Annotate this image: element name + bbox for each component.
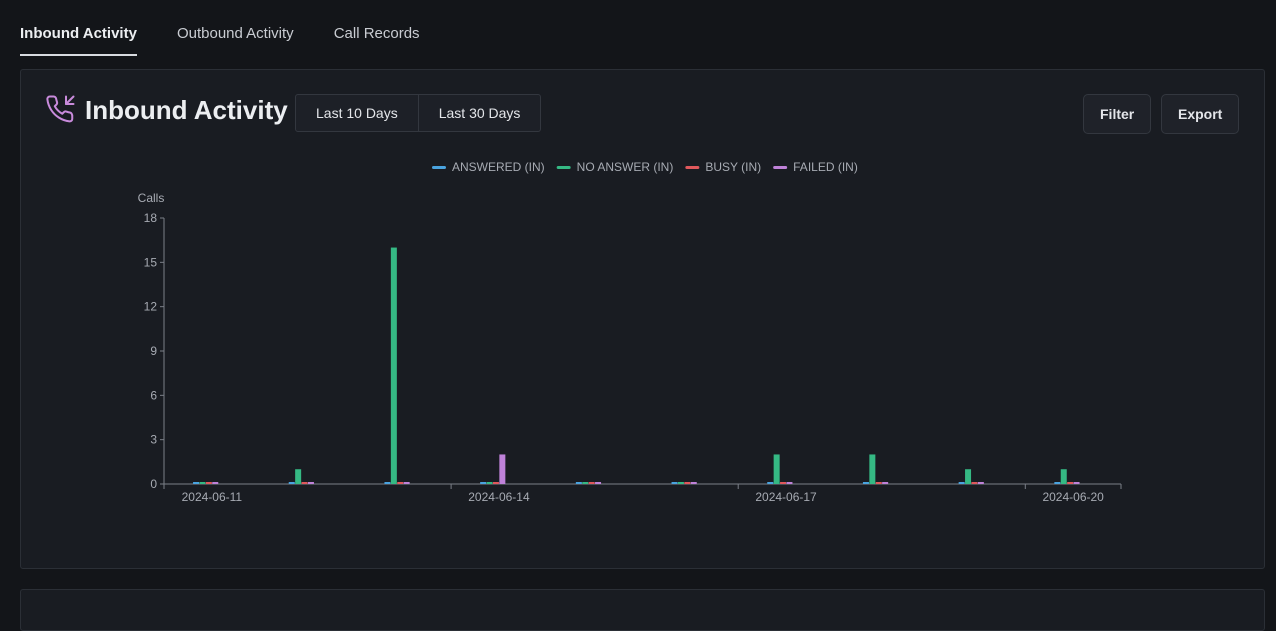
y-tick-label: 0 (150, 477, 157, 491)
bar-answered-in (384, 482, 391, 484)
bar-busy-in (875, 482, 882, 484)
bar-failed-in (786, 482, 793, 484)
legend-label: BUSY (IN) (705, 160, 761, 174)
bar-busy-in (205, 482, 212, 484)
bar-busy-in (780, 482, 787, 484)
y-axis-label: Calls (138, 191, 165, 205)
bar-failed-in (977, 482, 984, 484)
date-range-toggle: Last 10 Days Last 30 Days (295, 94, 542, 132)
x-tick-label: 2024-06-11 (182, 490, 243, 504)
bar-no-answer-in (1060, 469, 1067, 484)
bar-no-answer-in (965, 469, 972, 484)
x-tick-label: 2024-06-14 (468, 490, 530, 504)
legend-swatch (432, 166, 446, 169)
bar-busy-in (588, 482, 595, 484)
bar-busy-in (397, 482, 404, 484)
bar-busy-in (492, 482, 499, 484)
y-tick-label: 6 (150, 388, 157, 402)
bar-busy-in (971, 482, 978, 484)
bar-answered-in (862, 482, 869, 484)
secondary-card (20, 589, 1265, 631)
legend-label: NO ANSWER (IN) (577, 160, 674, 174)
y-tick-label: 18 (144, 211, 158, 225)
bar-busy-in (1067, 482, 1074, 484)
inbound-activity-chart: Calls 0 3 6 9 12 15 18 2024-06-11 2024-06-14 2024-… (138, 160, 1122, 504)
y-tick-label: 15 (144, 255, 158, 269)
bar-answered-in (288, 482, 295, 484)
legend-swatch (685, 166, 700, 169)
bar-no-answer-in (199, 482, 206, 484)
bar-no-answer-in (582, 482, 589, 484)
export-button[interactable]: Export (1161, 94, 1240, 134)
card-title: Inbound Activity (85, 95, 288, 125)
bar-no-answer-in (773, 454, 780, 484)
bar-answered-in (1054, 482, 1061, 484)
y-tick-label: 3 (150, 433, 157, 447)
bar-failed-in (1073, 482, 1080, 484)
tab-bar: Inbound Activity Outbound Activity Call … (20, 22, 420, 56)
legend-swatch (773, 166, 788, 169)
legend-swatch (556, 166, 571, 169)
inbound-activity-card: Inbound Activity Last 10 Days Last 30 Da… (20, 69, 1265, 569)
x-tick-label: 2024-06-20 (1042, 490, 1104, 504)
tab-inbound-activity[interactable]: Inbound Activity (20, 22, 137, 56)
bar-no-answer-in (295, 469, 302, 484)
bar-busy-in (301, 482, 308, 484)
last-10-days-button[interactable]: Last 10 Days (295, 94, 419, 132)
last-30-days-button[interactable]: Last 30 Days (418, 94, 542, 132)
x-tick-label: 2024-06-17 (755, 490, 817, 504)
bar-answered-in (671, 482, 678, 484)
bar-failed-in (690, 482, 697, 484)
bar-no-answer-in (677, 482, 684, 484)
y-tick-label: 9 (150, 344, 157, 358)
bar-failed-in (499, 454, 506, 484)
legend-label: ANSWERED (IN) (452, 160, 545, 174)
bar-no-answer-in (390, 247, 397, 484)
legend-label: FAILED (IN) (793, 160, 858, 174)
tab-call-records[interactable]: Call Records (333, 25, 420, 42)
bar-no-answer-in (869, 454, 876, 484)
y-tick-label: 12 (144, 300, 158, 314)
bar-failed-in (595, 482, 602, 484)
bar-failed-in (882, 482, 889, 484)
bar-answered-in (767, 482, 774, 484)
tab-outbound-activity[interactable]: Outbound Activity (176, 25, 294, 42)
bar-failed-in (307, 482, 314, 484)
bar-answered-in (193, 482, 200, 484)
bar-failed-in (403, 482, 410, 484)
bar-busy-in (684, 482, 691, 484)
bar-failed-in (212, 482, 219, 484)
phone-incoming-icon (46, 95, 75, 123)
filter-button[interactable]: Filter (1083, 94, 1152, 134)
bar-answered-in (480, 482, 487, 484)
bar-answered-in (958, 482, 965, 484)
bar-no-answer-in (486, 482, 493, 484)
bar-answered-in (575, 482, 582, 484)
